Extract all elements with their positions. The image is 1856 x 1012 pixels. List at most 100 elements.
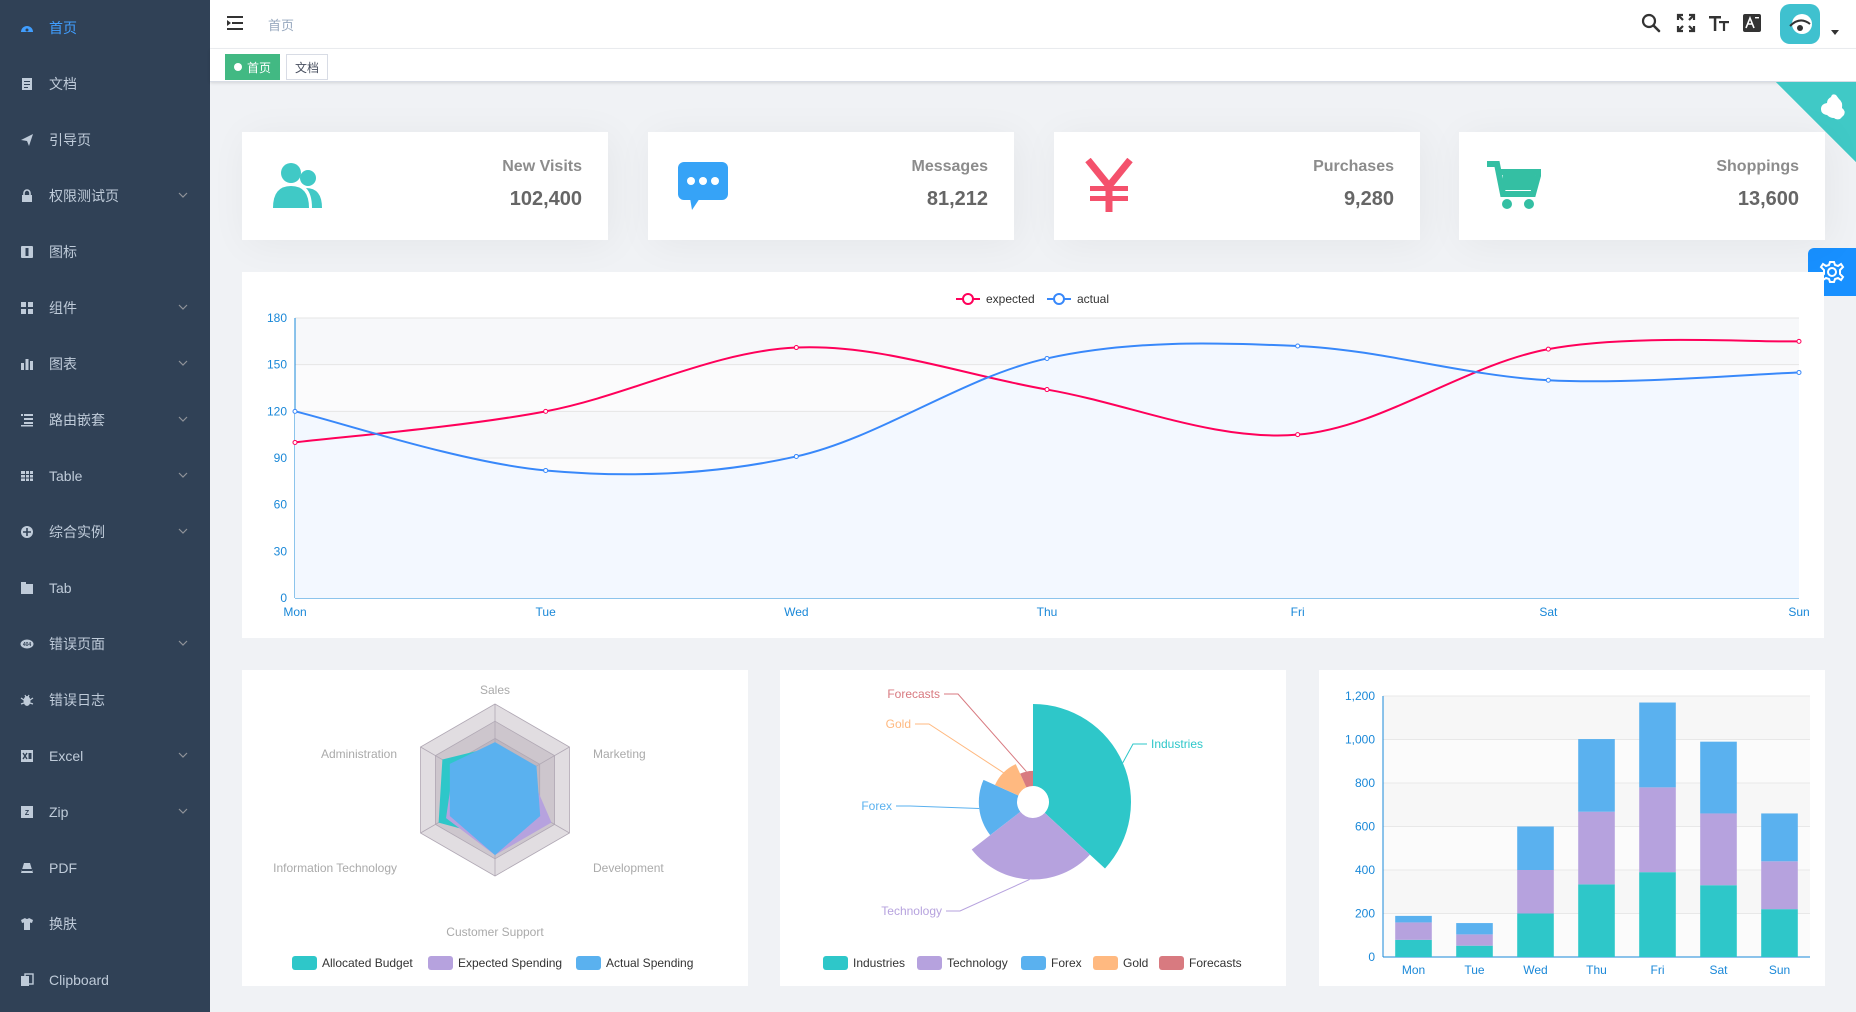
stat-card[interactable]: Shoppings 13,600 (1459, 132, 1825, 240)
sidebar-item[interactable]: PDF (0, 840, 210, 896)
sidebar-item[interactable]: Z Zip (0, 784, 210, 840)
bar-segment[interactable] (1578, 739, 1615, 812)
sidebar-icon-wrap (20, 245, 34, 259)
legend-item[interactable]: Industries (823, 956, 905, 970)
bar-segment[interactable] (1517, 913, 1554, 958)
x-tick-label: Wed (784, 605, 808, 619)
sidebar-icon-wrap (20, 469, 34, 483)
sidebar-item[interactable]: 文档 (0, 56, 210, 112)
radar-series-area[interactable] (449, 742, 541, 856)
bar-segment[interactable] (1761, 861, 1798, 910)
sidebar-item[interactable]: Table (0, 448, 210, 504)
data-point[interactable] (543, 408, 549, 414)
bar-segment[interactable] (1761, 909, 1798, 957)
data-point[interactable] (1044, 355, 1050, 361)
data-point[interactable] (1044, 387, 1050, 393)
bar-segment[interactable] (1456, 945, 1493, 957)
github-corner[interactable] (1776, 82, 1856, 162)
stat-card[interactable]: Purchases 9,280 (1054, 132, 1420, 240)
legend-item[interactable]: Forex (1021, 956, 1082, 970)
sidebar-item[interactable]: 换肤 (0, 896, 210, 952)
bar-segment[interactable] (1395, 939, 1432, 957)
sidebar-item[interactable]: 综合实例 (0, 504, 210, 560)
hamburger-button[interactable] (227, 16, 243, 30)
chevron-down-icon (178, 528, 188, 534)
pie-slice[interactable] (1020, 770, 1033, 788)
data-point[interactable] (1796, 338, 1802, 344)
size-select-button[interactable] (1709, 13, 1729, 33)
x-tick-label: Sun (1769, 963, 1790, 977)
pie-slice[interactable] (971, 811, 1090, 880)
data-point[interactable] (1796, 369, 1802, 375)
stat-card[interactable]: New Visits 102,400 (242, 132, 608, 240)
sidebar-item-label: 错误日志 (49, 692, 105, 708)
data-point[interactable] (1545, 377, 1551, 383)
sidebar-item[interactable]: Clipboard (0, 952, 210, 1008)
bar-segment[interactable] (1639, 872, 1676, 957)
legend-item[interactable]: Forecasts (1159, 956, 1242, 970)
bar-segment[interactable] (1517, 870, 1554, 914)
sidebar-item-label: Table (49, 468, 83, 484)
legend-item[interactable]: Gold (1093, 956, 1148, 970)
legend-item[interactable]: Actual Spending (576, 956, 693, 970)
bar-segment[interactable] (1700, 813, 1737, 886)
bar-segment[interactable] (1517, 826, 1554, 871)
pie-slice[interactable] (994, 764, 1027, 796)
sidebar-item[interactable]: 图表 (0, 336, 210, 392)
data-point[interactable] (793, 453, 799, 459)
fullscreen-button[interactable] (1676, 13, 1696, 33)
legend-item[interactable]: Technology (917, 956, 1008, 970)
sidebar-item[interactable]: 路由嵌套 (0, 392, 210, 448)
sidebar-item[interactable]: 404 错误页面 (0, 616, 210, 672)
sidebar-item[interactable]: 权限测试页 (0, 168, 210, 224)
sidebar-item[interactable]: 错误日志 (0, 672, 210, 728)
pie-slice[interactable] (1033, 704, 1131, 869)
sidebar-item[interactable]: 图标 (0, 224, 210, 280)
bar-segment[interactable] (1395, 915, 1432, 923)
stat-card[interactable]: Messages 81,212 (648, 132, 1014, 240)
search-button[interactable] (1641, 13, 1661, 33)
data-point[interactable] (1295, 343, 1301, 349)
sidebar-icon-wrap (20, 301, 34, 315)
legend-swatch (1093, 956, 1118, 970)
pie-slice[interactable] (978, 779, 1021, 836)
data-point[interactable] (292, 439, 298, 445)
bar-segment[interactable] (1578, 811, 1615, 885)
bar-segment[interactable] (1761, 813, 1798, 862)
sidebar-icon-wrap (20, 749, 34, 763)
guide-icon (21, 134, 33, 146)
legend-label: Industries (853, 956, 905, 970)
data-point[interactable] (1545, 346, 1551, 352)
sidebar-item[interactable]: Tab (0, 560, 210, 616)
legend-label: actual (1077, 292, 1109, 306)
sidebar-item[interactable]: Excel (0, 728, 210, 784)
bar-segment[interactable] (1456, 934, 1493, 946)
pie-label-line (915, 723, 1004, 774)
sidebar-item-label: 换肤 (49, 916, 77, 932)
bar-segment[interactable] (1700, 741, 1737, 814)
tag-item[interactable]: 文档 (286, 54, 329, 80)
data-point[interactable] (543, 467, 549, 473)
legend-item[interactable]: actual (1047, 292, 1109, 306)
bar-segment[interactable] (1639, 787, 1676, 873)
bar-segment[interactable] (1395, 922, 1432, 940)
tag-item[interactable]: 首页 (225, 54, 281, 80)
sidebar-item[interactable]: 首页 (0, 0, 210, 56)
bar-segment[interactable] (1700, 885, 1737, 957)
bar-segment[interactable] (1456, 923, 1493, 935)
sidebar-item[interactable]: 组件 (0, 280, 210, 336)
data-point[interactable] (793, 345, 799, 351)
lock-icon (22, 189, 32, 202)
legend-item[interactable]: Expected Spending (428, 956, 562, 970)
legend-item[interactable]: expected (956, 292, 1035, 306)
legend-item[interactable]: Allocated Budget (292, 956, 413, 970)
avatar[interactable] (1780, 4, 1820, 44)
sidebar-item[interactable]: 引导页 (0, 112, 210, 168)
language-button[interactable] (1742, 13, 1762, 33)
bar-segment[interactable] (1578, 884, 1615, 957)
caret-down-icon[interactable] (1831, 30, 1839, 35)
breadcrumb-item[interactable]: 首页 (268, 18, 295, 33)
data-point[interactable] (292, 408, 298, 414)
data-point[interactable] (1295, 432, 1301, 438)
bar-segment[interactable] (1639, 702, 1676, 788)
